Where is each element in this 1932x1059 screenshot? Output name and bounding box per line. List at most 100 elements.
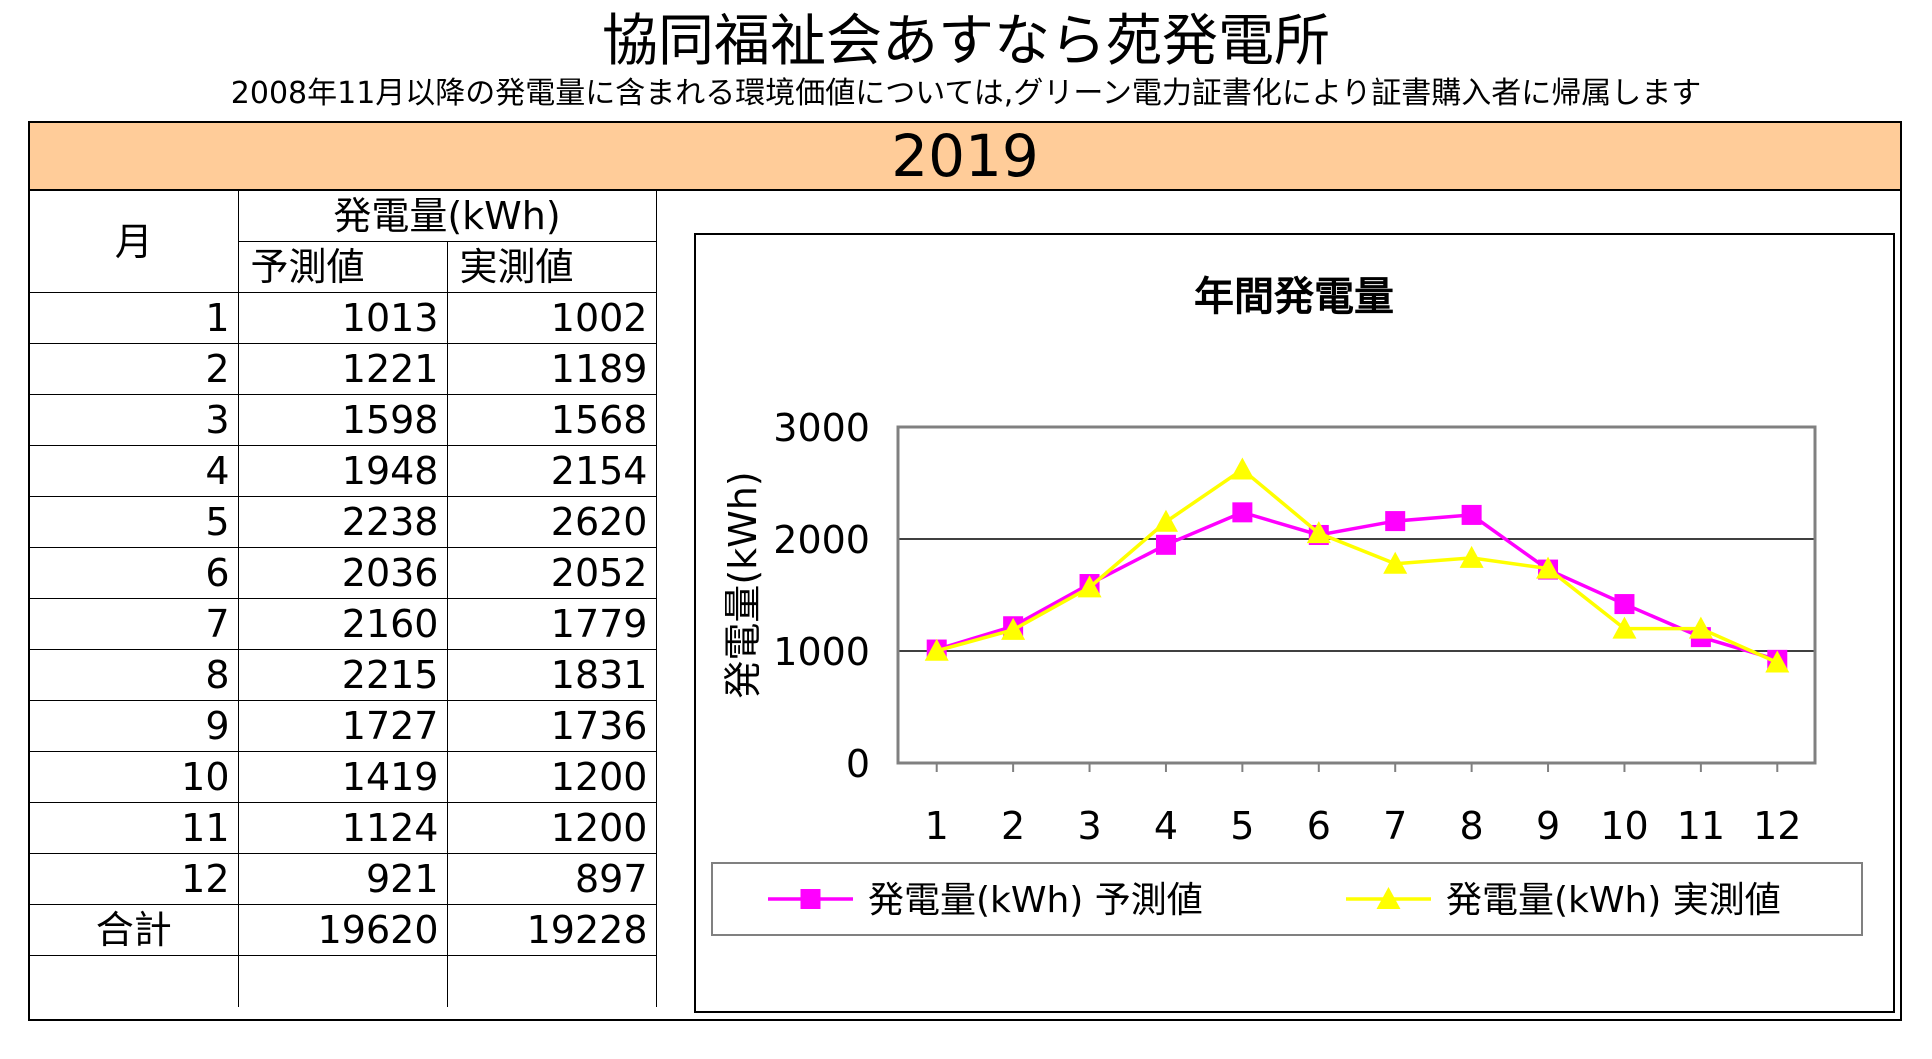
x-tick-label: 1 (925, 804, 949, 848)
table-row: 7 2160 1779 (30, 598, 657, 651)
data-point (1155, 534, 1176, 555)
empty-cell (446, 955, 657, 1007)
data-point (1614, 594, 1635, 615)
table-row: 8 2215 1831 (30, 649, 657, 702)
forecast-cell: 2036 (237, 547, 448, 600)
total-label: 合計 (30, 904, 239, 957)
data-point (1153, 509, 1178, 532)
legend-label: 発電量(kWh) 予測値 (868, 880, 1203, 921)
table-row: 3 1598 1568 (30, 394, 657, 447)
table-subheader-row: 予測値 実測値 (30, 241, 657, 294)
data-point (1688, 616, 1713, 639)
data-point (1001, 617, 1026, 640)
plot-area (896, 425, 1817, 765)
month-cell: 4 (30, 445, 239, 498)
x-tick-label: 12 (1753, 804, 1801, 848)
forecast-cell: 2160 (237, 598, 448, 651)
actual-cell: 2620 (446, 496, 657, 549)
month-cell: 2 (30, 343, 239, 396)
data-point (1536, 556, 1561, 579)
page-subtitle: 2008年11月以降の発電量に含まれる環境価値については,グリーン電力証書化によ… (230, 76, 1702, 111)
data-point (1230, 457, 1255, 480)
y-tick-label: 3000 (773, 406, 870, 450)
forecast-cell: 2215 (237, 649, 448, 702)
y-tick-label: 1000 (773, 630, 870, 674)
month-cell: 10 (30, 751, 239, 804)
legend-marker (800, 889, 821, 909)
month-cell: 11 (30, 802, 239, 855)
actual-cell: 1779 (446, 598, 657, 651)
data-point (1077, 575, 1102, 598)
forecast-header: 予測値 (237, 241, 448, 294)
data-point (1383, 551, 1408, 574)
x-tick-label: 10 (1600, 804, 1648, 848)
series-line-1 (936, 510, 1778, 662)
page-title: 協同福祉会あすなら苑発電所 (602, 9, 1330, 74)
month-cell: 8 (30, 649, 239, 702)
month-cell: 7 (30, 598, 239, 651)
forecast-cell: 1727 (237, 700, 448, 753)
month-cell: 6 (30, 547, 239, 600)
forecast-cell: 1598 (237, 394, 448, 447)
x-tick-label: 8 (1460, 804, 1484, 848)
data-point (1612, 616, 1637, 639)
month-cell: 5 (30, 496, 239, 549)
forecast-cell: 1221 (237, 343, 448, 396)
actual-cell: 1831 (446, 649, 657, 702)
x-tick-label: 5 (1230, 804, 1254, 848)
chart-panel: 年間発電量 0 1000 2000 3000 1 2 3 4 5 6 7 8 9 10 11 12 発電量(kWh… (694, 233, 1895, 1013)
generation-table: 月 発電量(kWh) 予測値 実測値 1 1013 1002 2 1221 1189 3 15… (30, 191, 657, 1007)
table-header-row: 月 発電量(kWh) (30, 191, 657, 294)
total-row: 合計 19620 19228 (30, 904, 657, 957)
forecast-cell: 1948 (237, 445, 448, 498)
x-tick-label: 9 (1536, 804, 1560, 848)
total-forecast: 19620 (237, 904, 448, 957)
forecast-cell: 921 (237, 853, 448, 906)
legend-marker (1376, 887, 1401, 909)
actual-header: 実測値 (446, 241, 657, 294)
table-row: 1 1013 1002 (30, 292, 657, 345)
forecast-cell: 1419 (237, 751, 448, 804)
actual-cell: 1200 (446, 802, 657, 855)
month-cell: 9 (30, 700, 239, 753)
actual-cell: 1189 (446, 343, 657, 396)
forecast-cell: 2238 (237, 496, 448, 549)
forecast-cell: 1124 (237, 802, 448, 855)
data-point (924, 638, 949, 661)
actual-cell: 897 (446, 853, 657, 906)
actual-cell: 2154 (446, 445, 657, 498)
table-row: 10 1419 1200 (30, 751, 657, 804)
month-cell: 1 (30, 292, 239, 345)
table-row: 12 921 897 (30, 853, 657, 906)
y-axis-label: 発電量(kWh) (721, 471, 765, 698)
table-row: 6 2036 2052 (30, 547, 657, 600)
table-row: 2 1221 1189 (30, 343, 657, 396)
table-row: 4 1948 2154 (30, 445, 657, 498)
data-point (1765, 650, 1790, 673)
chart-title: 年間発電量 (1194, 274, 1394, 320)
x-tick-label: 11 (1677, 804, 1725, 848)
x-tick-label: 7 (1383, 804, 1407, 848)
month-cell: 3 (30, 394, 239, 447)
x-tick-label: 4 (1154, 804, 1178, 848)
empty-row (30, 955, 657, 1007)
actual-cell: 1736 (446, 700, 657, 753)
legend-box (711, 862, 1863, 936)
month-header: 月 (30, 191, 239, 294)
actual-cell: 2052 (446, 547, 657, 600)
table-row: 5 2238 2620 (30, 496, 657, 549)
data-point (1306, 521, 1331, 544)
x-tick-label: 2 (1001, 804, 1025, 848)
actual-cell: 1200 (446, 751, 657, 804)
data-point (1232, 502, 1253, 523)
data-point (1459, 545, 1484, 568)
total-actual: 19228 (446, 904, 657, 957)
y-tick-label: 2000 (773, 518, 870, 562)
y-tick-label: 0 (846, 742, 870, 786)
data-point (1461, 504, 1482, 525)
empty-cell (237, 955, 448, 1007)
forecast-cell: 1013 (237, 292, 448, 345)
actual-cell: 1002 (446, 292, 657, 345)
x-tick-label: 6 (1307, 804, 1331, 848)
